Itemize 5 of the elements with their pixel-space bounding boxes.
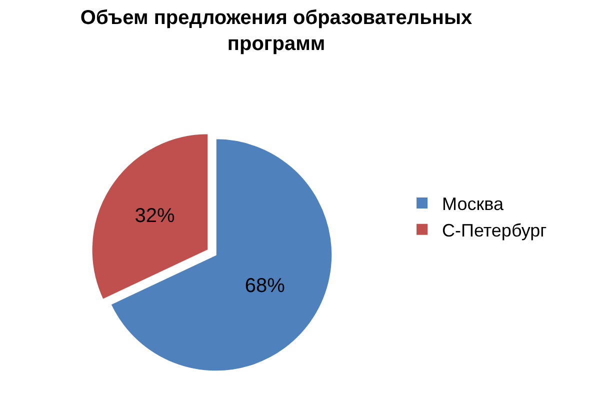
legend-label: Москва [442, 194, 504, 214]
data-label: 68% [244, 275, 286, 298]
chart-title: Объем предложения образовательных программ [80, 6, 472, 55]
data-label: 32% [134, 205, 175, 228]
legend-label: С-Петербург [442, 220, 548, 240]
